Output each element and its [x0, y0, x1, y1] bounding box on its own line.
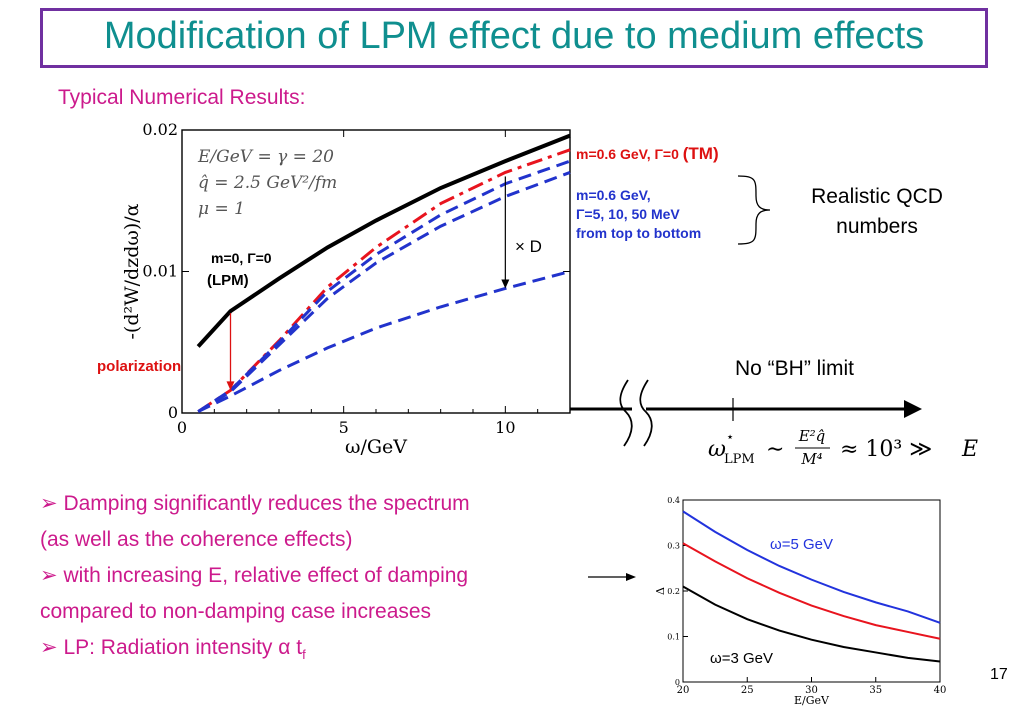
gamma-label-1: m=0.6 GeV,	[576, 187, 651, 203]
inset-y-tick-label: 0	[675, 678, 680, 687]
gamma-label-3: from top to bottom	[576, 225, 701, 241]
bullet-2: ➢ with increasing E, relative effect of …	[40, 564, 469, 587]
pointer-arrow-head	[626, 573, 636, 581]
inset-series-line-2	[682, 585, 941, 663]
axis-break-mark-2	[639, 379, 653, 447]
param-mu: μ = 1	[198, 199, 245, 219]
param-qhat: q̂ = 2.5 GeV²/fm	[198, 173, 337, 193]
main-series-line-3	[197, 171, 571, 413]
lpm-label-1: m=0, Γ=0	[211, 250, 272, 266]
tm-label: m=0.6 GeV, Γ=0 (TM)	[576, 144, 719, 163]
svg-text:≈ 10³ ≫: ≈ 10³ ≫	[840, 437, 932, 462]
inset-x-tick-label: 35	[869, 685, 882, 696]
inset-x-tick-label: 30	[805, 685, 818, 696]
damping-arrow-head	[501, 279, 510, 289]
polarization-arrow-head	[226, 381, 235, 391]
inset-series-line-1	[682, 542, 941, 640]
x-tick-label: 0	[177, 418, 187, 437]
inset-label-omega5: ω=5 GeV	[770, 536, 833, 553]
svg-text:∼: ∼	[766, 437, 784, 462]
lpm-formula: ω ⋆ LPM ∼ E²q̂ M⁴ ≈ 10³ ≫ E	[708, 427, 978, 468]
y-tick-label: 0.02	[142, 120, 178, 139]
svg-text:ω: ω	[708, 437, 726, 462]
inset-series-line-0	[682, 510, 941, 624]
slide-subtitle: Typical Numerical Results:	[58, 86, 306, 109]
x-axis-label: ω/GeV	[345, 436, 407, 458]
axis-arrowhead	[904, 400, 922, 418]
inset-label-omega3: ω=3 GeV	[710, 650, 773, 667]
param-energy: E/GeV = γ = 20	[197, 147, 334, 167]
inset-x-axis-label: E/GeV	[794, 694, 830, 707]
gamma-label-2: Γ=5, 10, 50 MeV	[576, 206, 680, 222]
svg-text:E: E	[961, 437, 978, 462]
svg-text:M⁴: M⁴	[800, 450, 822, 468]
inset-y-tick-label: 0.1	[667, 633, 680, 642]
inset-y-axis-label: Δ	[654, 587, 667, 595]
curly-brace	[737, 175, 771, 245]
bullet-list: ➢ Damping significantly reduces the spec…	[40, 486, 600, 673]
x-tick-label: 5	[339, 418, 349, 437]
inset-x-tick-label: 40	[934, 685, 947, 696]
bullet-1: ➢ Damping significantly reduces the spec…	[40, 492, 470, 515]
main-series-line-0	[196, 133, 571, 348]
inset-y-tick-label: 0.3	[667, 542, 680, 551]
realistic-label-1: Realistic QCD	[811, 185, 943, 208]
main-series-line-4	[197, 270, 571, 413]
realistic-label-2: numbers	[836, 215, 918, 238]
inset-x-tick-label: 25	[741, 685, 754, 696]
bullet-2-cont: compared to non-damping case increases	[40, 600, 432, 623]
title-box: Modification of LPM effect due to medium…	[40, 8, 988, 68]
axis-break-mark-1	[619, 379, 633, 447]
bullet-1-cont: (as well as the coherence effects)	[40, 528, 353, 551]
inset-y-tick-label: 0.2	[667, 587, 680, 596]
svg-text:E²q̂: E²q̂	[798, 427, 826, 445]
x-tick-label: 10	[495, 418, 515, 437]
inset-x-tick-label: 20	[677, 685, 690, 696]
slide-title: Modification of LPM effect due to medium…	[103, 15, 925, 57]
page-number: 17	[990, 666, 1008, 683]
svg-text:LPM: LPM	[724, 452, 755, 467]
y-tick-label: 0.01	[142, 262, 178, 281]
no-bh-limit-label: No “BH” limit	[735, 357, 854, 380]
y-axis-label: -(d²W/dzdω)/α	[121, 203, 143, 339]
bullet-3: ➢ LP: Radiation intensity α tf	[40, 636, 306, 663]
polarization-label: polarization	[97, 358, 181, 375]
lpm-label-2: (LPM)	[207, 272, 249, 289]
svg-text:⋆: ⋆	[726, 429, 734, 444]
damping-factor-label: × D	[515, 237, 542, 256]
inset-y-tick-label: 0.4	[667, 496, 680, 505]
y-tick-label: 0	[168, 403, 178, 422]
